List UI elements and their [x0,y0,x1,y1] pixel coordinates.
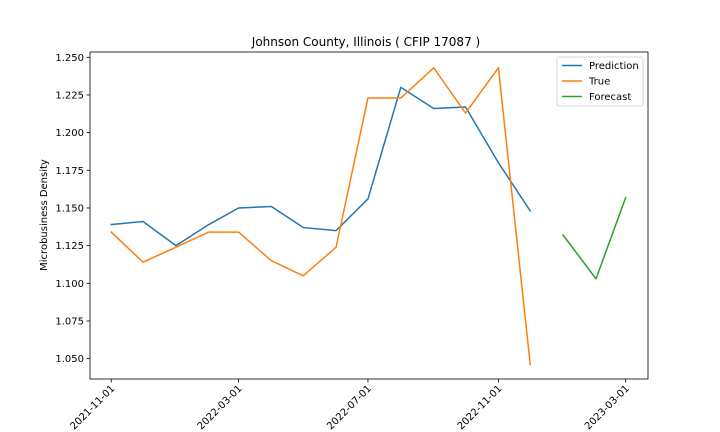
legend-label-forecast: Forecast [589,92,631,103]
y-tick-label: 1.175 [55,166,84,177]
y-tick-label: 1.100 [55,279,84,290]
y-tick-label: 1.250 [55,53,84,64]
y-tick-label: 1.200 [55,128,84,139]
x-tick-label: 2022-11-01 [456,383,505,432]
x-tick-label: 2022-03-01 [196,383,245,432]
plot-frame [89,51,649,380]
chart-title: Johnson County, Illinois ( CFIP 17087 ) [251,35,480,49]
y-tick-label: 1.225 [55,90,84,101]
y-tick-label: 1.150 [55,203,84,214]
legend: Prediction True Forecast [556,56,644,107]
series-line-forecast [562,196,627,280]
y-tick-label: 1.125 [55,241,84,252]
axes: 1.050 1.075 1.100 1.125 1.150 1.175 1.200 1.225… [55,53,631,432]
plot-area [110,67,627,366]
legend-label-true: True [588,77,610,88]
x-tick-label: 2022-07-01 [325,383,374,432]
legend-label-prediction: Prediction [589,61,639,72]
series-line-true [110,67,532,366]
series-line-prediction [110,86,532,247]
x-tick-label: 2023-03-01 [583,383,632,432]
y-tick-label: 1.050 [55,354,84,365]
y-tick-label: 1.075 [55,316,84,327]
x-tick-label: 2021-11-01 [68,383,117,432]
y-axis-label: Microbusiness Density [39,159,50,271]
legend-box [556,56,644,107]
